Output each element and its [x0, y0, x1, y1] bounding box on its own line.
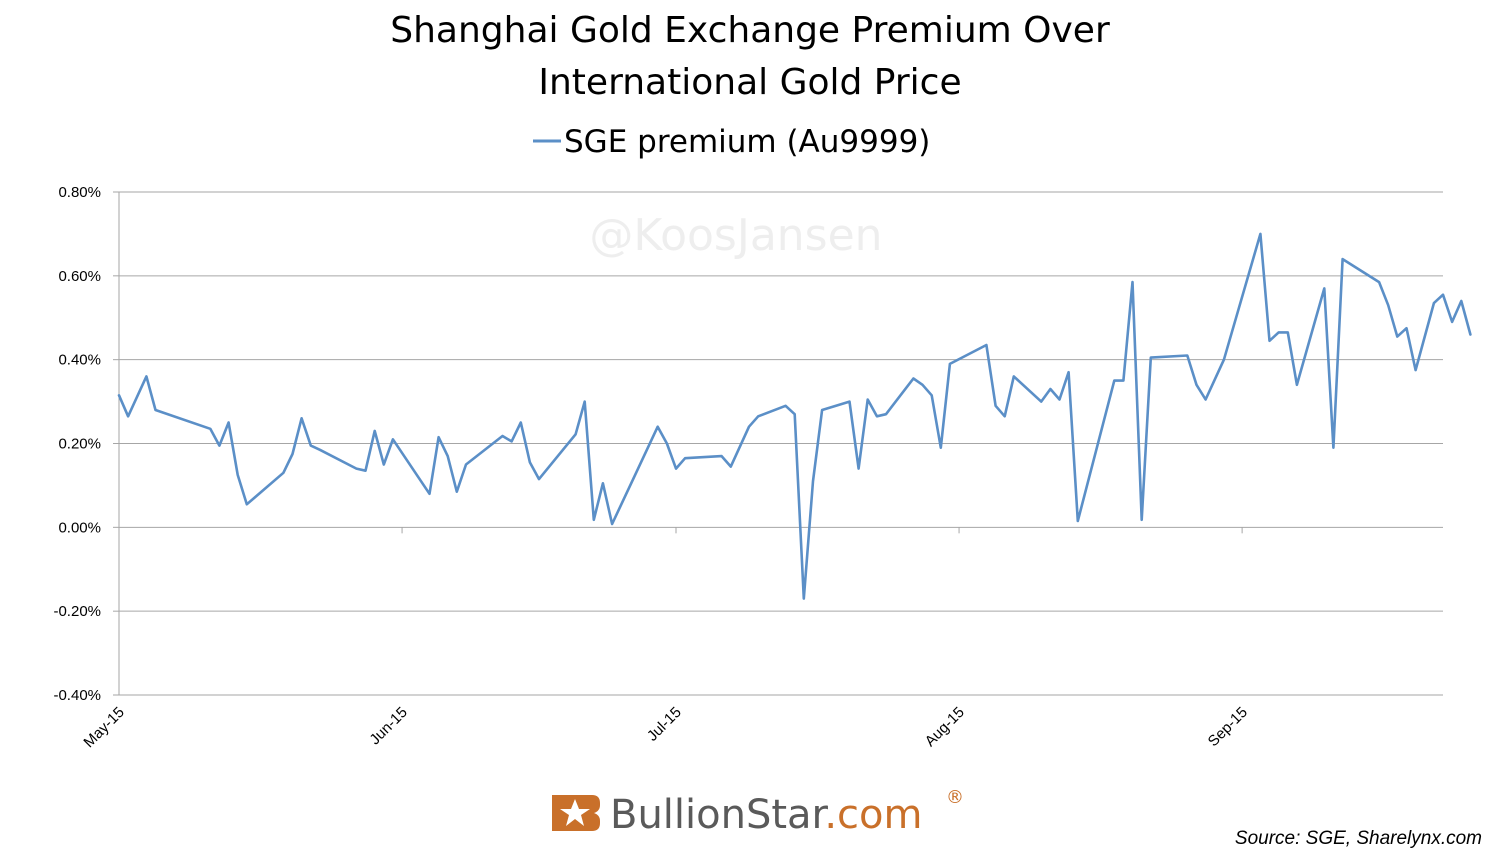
chart-title-line-1: Shanghai Gold Exchange Premium Over [390, 10, 1110, 51]
y-tick-label: 0.20% [58, 436, 101, 453]
x-axis-ticks: May-15 Jun-15 Jul-15 Aug-15 Sep-15 [80, 527, 1251, 751]
grid [118, 191, 1443, 696]
y-tick-label: -0.20% [53, 603, 101, 620]
x-tick-label: Jul-15 [644, 704, 685, 745]
y-tick-label: 0.40% [58, 352, 101, 369]
y-tick-label: -0.40% [53, 687, 101, 704]
watermark-text: @KoosJansen [589, 210, 882, 261]
y-tick-label: 0.00% [58, 519, 101, 536]
x-tick-label: Jun-15 [366, 704, 410, 748]
brand-name: BullionStar [610, 792, 829, 838]
registered-mark: ® [946, 787, 964, 808]
x-tick-label: Sep-15 [1205, 704, 1251, 750]
series-line-sge-premium [117, 232, 1472, 600]
x-tick-label: Aug-15 [922, 704, 968, 750]
bullionstar-logo: BullionStar.com ® [552, 787, 964, 838]
legend: SGE premium (Au9999) [533, 124, 930, 160]
y-tick-label: 0.80% [58, 184, 101, 201]
brand-text: BullionStar.com [610, 792, 922, 838]
source-note: Source: SGE, Sharelynx.com [1235, 828, 1482, 849]
logo-mark-icon [552, 795, 600, 831]
series [117, 232, 1472, 600]
brand-domain: .com [824, 792, 922, 838]
y-tick-label: 0.60% [58, 268, 101, 285]
y-axis-ticks: 0.80% 0.60% 0.40% 0.20% 0.00% -0.20% -0.40% [53, 184, 119, 704]
legend-label: SGE premium (Au9999) [564, 124, 930, 160]
chart-title-line-2: International Gold Price [538, 62, 961, 103]
x-tick-label: May-15 [80, 704, 127, 751]
